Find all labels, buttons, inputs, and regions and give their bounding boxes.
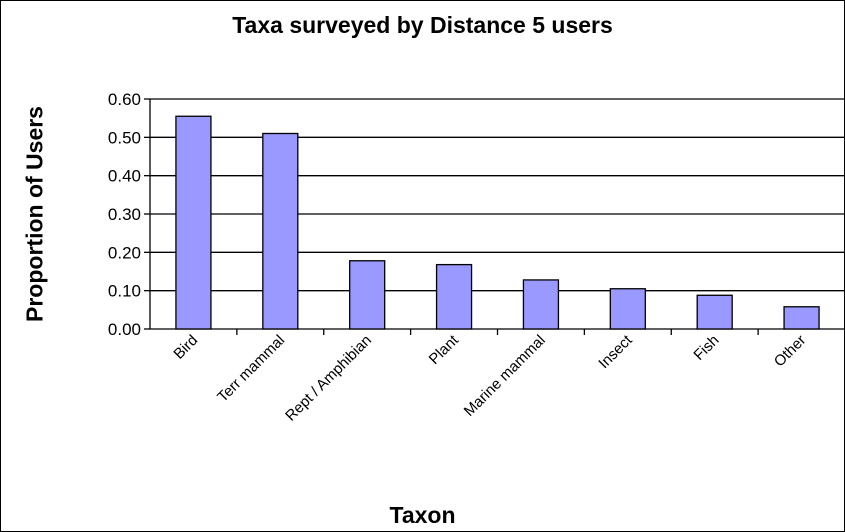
bar (349, 260, 386, 330)
x-tick-label: Terr mammal (214, 332, 288, 406)
y-tick-label: 0.00 (108, 320, 141, 339)
chart-title: Taxa surveyed by Distance 5 users (232, 12, 613, 38)
y-tick-label: 0.50 (108, 128, 141, 147)
y-tick-label: 0.60 (108, 90, 141, 109)
bar (522, 279, 560, 330)
y-tick-label: 0.10 (108, 282, 141, 301)
bar (262, 132, 299, 330)
y-tick-label: 0.40 (108, 167, 141, 186)
bar (696, 294, 733, 330)
x-axis-title: Taxon (389, 502, 456, 528)
x-tick-label: Insect (595, 331, 636, 372)
x-tick-label: Other (771, 332, 810, 371)
y-tick-label: 0.20 (108, 243, 141, 262)
bar (783, 306, 820, 330)
bar (175, 115, 212, 330)
y-tick-label: 0.30 (108, 205, 141, 224)
x-tick-label: Fish (690, 332, 722, 364)
x-tick-label: Bird (170, 332, 201, 363)
bar (609, 288, 646, 330)
x-tick-label: Plant (426, 331, 463, 368)
x-tick-label: Rept / Amphibian (282, 332, 375, 425)
bar (435, 263, 473, 330)
x-tick-label: Marine mammal (461, 332, 549, 420)
